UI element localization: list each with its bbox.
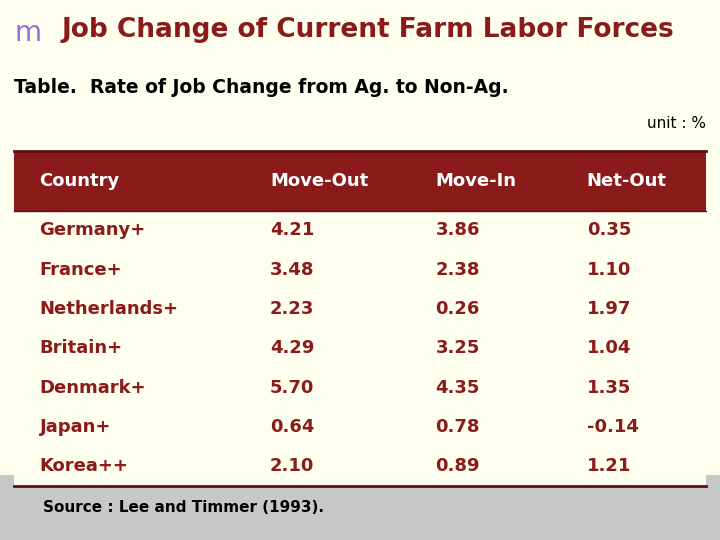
Text: 4.35: 4.35 xyxy=(436,379,480,397)
Text: Country: Country xyxy=(40,172,120,190)
Text: Job Change of Current Farm Labor Forces: Job Change of Current Farm Labor Forces xyxy=(61,17,674,43)
Text: 2.38: 2.38 xyxy=(436,261,480,279)
Text: Table.  Rate of Job Change from Ag. to Non-Ag.: Table. Rate of Job Change from Ag. to No… xyxy=(14,78,509,97)
Text: 0.26: 0.26 xyxy=(436,300,480,318)
Text: Move-In: Move-In xyxy=(436,172,516,190)
Text: 1.04: 1.04 xyxy=(587,339,631,357)
Text: 3.86: 3.86 xyxy=(436,221,480,239)
Text: Source : Lee and Timmer (1993).: Source : Lee and Timmer (1993). xyxy=(43,500,324,515)
Text: 2.23: 2.23 xyxy=(270,300,315,318)
Text: France+: France+ xyxy=(40,261,122,279)
Text: 3.25: 3.25 xyxy=(436,339,480,357)
Text: -0.14: -0.14 xyxy=(587,418,639,436)
FancyBboxPatch shape xyxy=(14,368,706,407)
Text: 1.10: 1.10 xyxy=(587,261,631,279)
Text: Netherlands+: Netherlands+ xyxy=(40,300,179,318)
Text: 5.70: 5.70 xyxy=(270,379,315,397)
Text: 2.10: 2.10 xyxy=(270,457,315,475)
Text: m: m xyxy=(14,19,42,47)
Text: Japan+: Japan+ xyxy=(40,418,111,436)
Text: unit : %: unit : % xyxy=(647,116,706,131)
Text: Move-Out: Move-Out xyxy=(270,172,368,190)
Text: 0.35: 0.35 xyxy=(587,221,631,239)
FancyBboxPatch shape xyxy=(14,211,706,250)
FancyBboxPatch shape xyxy=(14,447,706,486)
Text: Denmark+: Denmark+ xyxy=(40,379,146,397)
FancyBboxPatch shape xyxy=(14,250,706,289)
Text: Korea++: Korea++ xyxy=(40,457,128,475)
Text: 4.21: 4.21 xyxy=(270,221,315,239)
Text: Net-Out: Net-Out xyxy=(587,172,667,190)
FancyBboxPatch shape xyxy=(14,151,706,211)
Text: 0.78: 0.78 xyxy=(436,418,480,436)
Text: 3.48: 3.48 xyxy=(270,261,315,279)
FancyBboxPatch shape xyxy=(14,289,706,329)
Text: 1.21: 1.21 xyxy=(587,457,631,475)
Text: 1.97: 1.97 xyxy=(587,300,631,318)
FancyBboxPatch shape xyxy=(14,329,706,368)
Text: 0.64: 0.64 xyxy=(270,418,315,436)
Text: 1.35: 1.35 xyxy=(587,379,631,397)
Text: 4.29: 4.29 xyxy=(270,339,315,357)
FancyBboxPatch shape xyxy=(14,407,706,447)
Text: Britain+: Britain+ xyxy=(40,339,122,357)
Text: Germany+: Germany+ xyxy=(40,221,146,239)
Text: 0.89: 0.89 xyxy=(436,457,480,475)
